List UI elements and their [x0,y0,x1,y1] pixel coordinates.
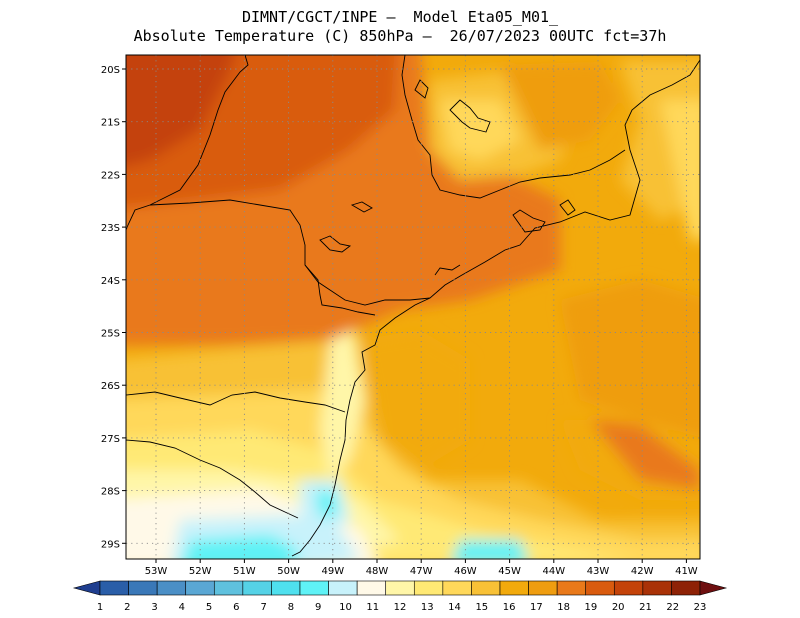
colorbar-label: 19 [585,602,598,613]
colorbar-segment [356,580,387,596]
lat-label: 26S [101,381,120,392]
colorbar-segment [613,580,644,596]
lon-label: 44W [542,566,565,577]
lon-label: 43W [587,566,610,577]
colorbar-label: 13 [421,602,434,613]
colorbar-label: 15 [475,602,488,613]
lat-label: 27S [101,434,120,445]
colorbar-segment [242,580,272,596]
colorbar-label: 5 [206,602,212,613]
colorbar-segment [156,580,187,596]
lon-label: 49W [321,566,344,577]
lon-label: 45W [498,566,521,577]
colorbar-segment [499,580,529,596]
colorbar-label: 10 [339,602,352,613]
colorbar-segment [213,580,244,596]
colorbar-label: 4 [179,602,185,613]
lon-label: 41W [675,566,698,577]
colorbar-segment [528,580,558,596]
graticule [126,55,700,559]
colorbar-segment [271,580,301,596]
colorbar-segment [328,580,358,596]
lon-label: 46W [454,566,477,577]
colorbar-segment [671,580,701,596]
lat-label: 28S [101,487,120,498]
colorbar-segment [385,580,415,596]
colorbar-label: 14 [448,602,461,613]
lat-label: 20S [101,65,120,76]
colorbar-arrow-left [72,580,101,596]
colorbar-label: 17 [530,602,543,613]
longitude-labels: 53W 52W 51W 50W 49W 48W 47W 46W 45W 44W 43W 42W 41W [145,559,698,577]
colorbar-label: 22 [666,602,679,613]
colorbar-label: 2 [124,602,130,613]
colorbar-label: 1 [97,602,103,613]
colorbar-segment [299,580,329,596]
colorbar-label: 16 [503,602,516,613]
lat-label: 29S [101,539,120,550]
lon-label: 48W [366,566,389,577]
colorbar-segment [585,580,615,596]
colorbar-label: 3 [151,602,157,613]
lon-label: 42W [631,566,654,577]
lat-label: 25S [101,329,120,340]
colorbar-label: 23 [694,602,707,613]
lon-label: 47W [410,566,433,577]
lat-label: 22S [101,170,120,181]
colorbar-segment [556,580,587,596]
map-title-line1: DIMNT/CGCT/INPE – Model Eta05_M01_ [241,8,559,26]
colorbar-segment [471,580,501,596]
map-title-line2: Absolute Temperature (C) 850hPa – 26/07/… [133,27,667,45]
colorbar-segment [128,580,158,596]
colorbar-arrow-right [699,580,728,596]
colorbar: 1 2 3 4 5 6 7 8 9 10 11 12 13 14 15 16 17 18 19 20 21 22 23 [72,580,728,613]
map-frame [125,54,701,560]
lon-label: 50W [277,566,300,577]
lat-label: 24S [101,276,120,287]
colorbar-segment [642,580,672,596]
colorbar-label: 9 [315,602,321,613]
colorbar-label: 7 [260,602,266,613]
lon-label: 52W [189,566,212,577]
colorbar-label: 6 [233,602,239,613]
temperature-field [126,55,700,559]
lat-label: 23S [101,223,120,234]
colorbar-label: 20 [612,602,625,613]
colorbar-label: 8 [288,602,294,613]
colorbar-label: 12 [394,602,407,613]
colorbar-segment [442,580,472,596]
colorbar-segment [185,580,215,596]
lon-label: 53W [145,566,168,577]
lat-label: 21S [101,118,120,129]
colorbar-label: 21 [639,602,652,613]
latitude-labels: 20S 21S 22S 23S 24S 25S 26S 27S 28S 29S [101,65,126,550]
colorbar-segment [99,580,129,596]
coastline-borders [126,55,700,557]
colorbar-label: 18 [557,602,570,613]
colorbar-label: 11 [366,602,379,613]
colorbar-segment [413,580,444,596]
lon-label: 51W [233,566,256,577]
